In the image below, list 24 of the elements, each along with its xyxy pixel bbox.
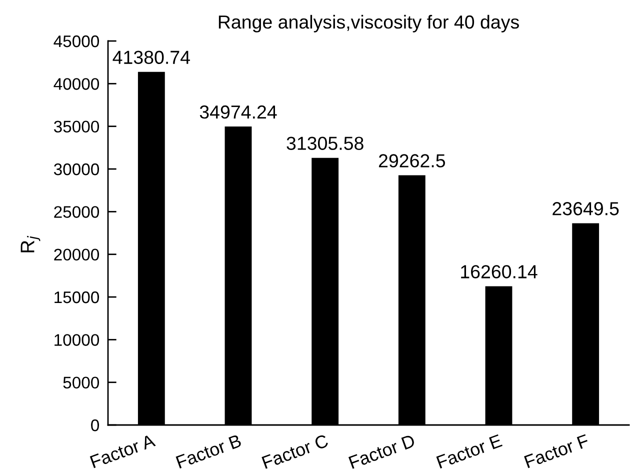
y-tick-label: 40000 <box>54 78 100 90</box>
x-tick-label: Factor A <box>90 434 156 468</box>
x-tick-label: Factor F <box>524 434 590 468</box>
y-tick-label: 0 <box>91 419 100 432</box>
x-tick-label: Factor E <box>436 434 503 469</box>
y-tick-label: 20000 <box>54 248 100 261</box>
y-tick-label: 5000 <box>63 376 100 389</box>
y-tick-label: 30000 <box>54 163 100 176</box>
y-tick-label: 10000 <box>54 334 100 346</box>
y-tick-label: 35000 <box>54 120 100 133</box>
y-axis-title: R$_{j}$ <box>20 236 40 252</box>
data-label: 29262.5 <box>378 154 446 168</box>
data-label: 16260.14 <box>461 265 538 278</box>
chart-title: Range analysis,viscosity for 40 days <box>218 14 519 32</box>
data-label: 34974.24 <box>200 105 277 119</box>
x-tick-label: Factor B <box>176 434 242 469</box>
data-label: 23649.5 <box>552 202 619 216</box>
y-tick-label: 15000 <box>54 291 100 304</box>
x-tick-label: Factor D <box>348 434 416 469</box>
data-label: 31305.58 <box>286 136 364 150</box>
x-tick-label: Factor C <box>262 434 329 469</box>
data-label: 41380.74 <box>112 50 190 64</box>
y-tick-label: 45000 <box>54 35 100 48</box>
y-tick-label: 25000 <box>54 206 100 218</box>
